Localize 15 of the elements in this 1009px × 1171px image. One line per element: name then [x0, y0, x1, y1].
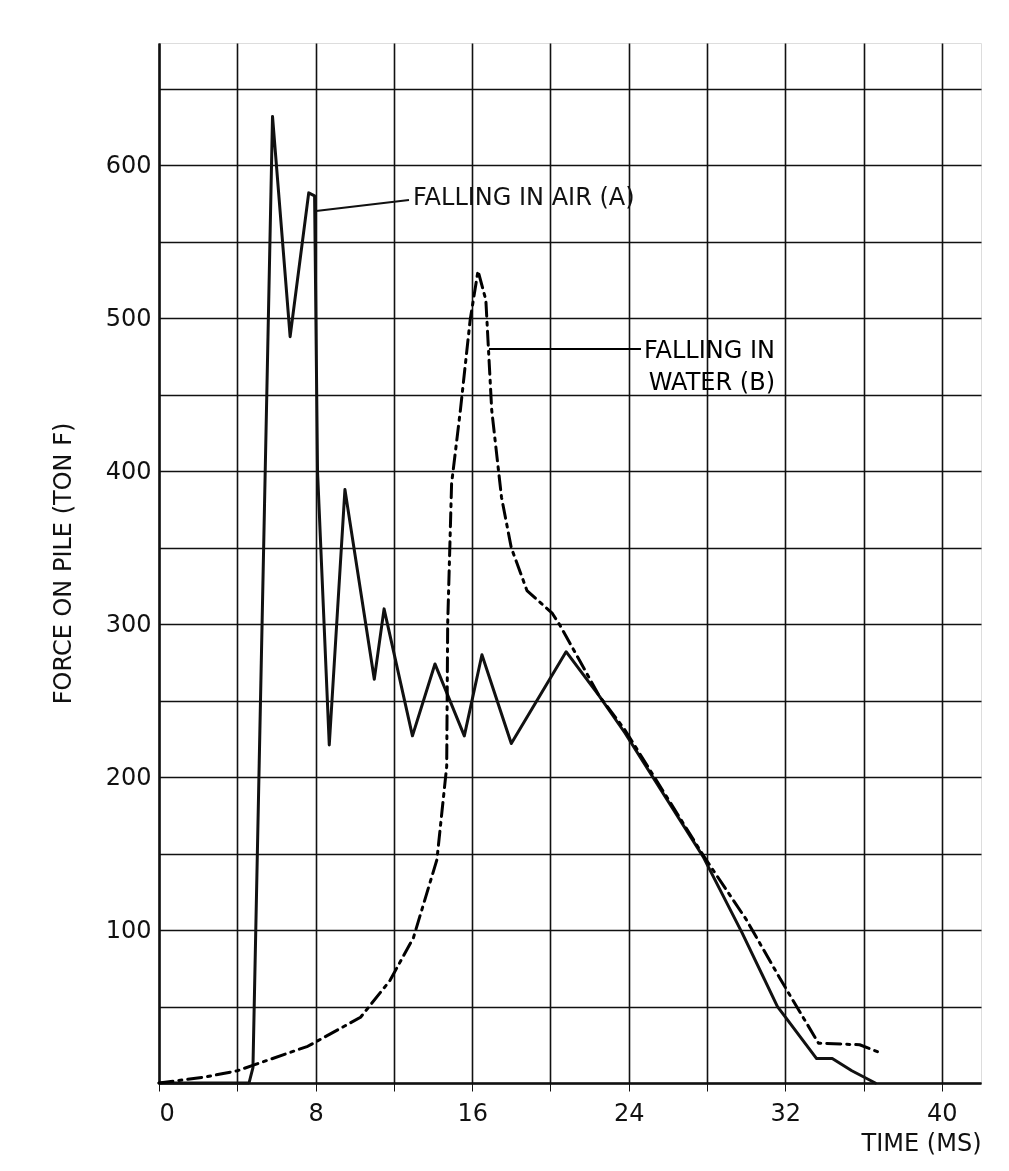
x-tick-label: 0: [159, 1098, 175, 1127]
x-tick-label: 40: [927, 1098, 958, 1127]
y-axis-title: FORCE ON PILE (TON F): [48, 422, 77, 705]
x-tick-label: 16: [457, 1098, 488, 1127]
y-tick-label: 200: [105, 762, 152, 791]
y-tick-label: 600: [105, 150, 152, 179]
line-series: [157, 269, 881, 1085]
x-tick-label: 32: [770, 1098, 802, 1127]
y-tick-label: 100: [105, 915, 152, 944]
y-tick-label: 500: [105, 303, 152, 332]
y-tick-label: 400: [105, 456, 152, 485]
x-tick-label: 24: [613, 1098, 645, 1127]
x-tick-label: 8: [308, 1098, 324, 1127]
x-axis-title: TIME (MS): [860, 1128, 982, 1157]
y-tick-label: 300: [105, 609, 152, 638]
